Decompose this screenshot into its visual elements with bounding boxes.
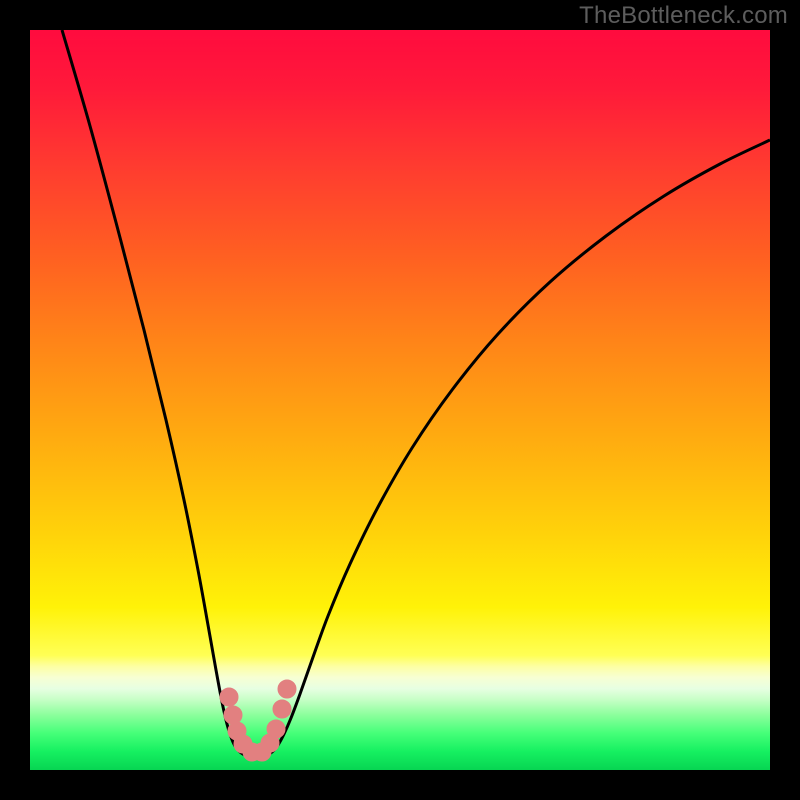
marker-dot (224, 706, 242, 724)
marker-dot (278, 680, 296, 698)
marker-dot (220, 688, 238, 706)
watermark-text: TheBottleneck.com (579, 2, 788, 30)
marker-dot (273, 700, 291, 718)
marker-dot (267, 720, 285, 738)
figure-root: TheBottleneck.com (0, 0, 800, 800)
gradient-backdrop (30, 30, 770, 770)
chart-svg (30, 30, 770, 770)
plot-area (30, 30, 770, 770)
